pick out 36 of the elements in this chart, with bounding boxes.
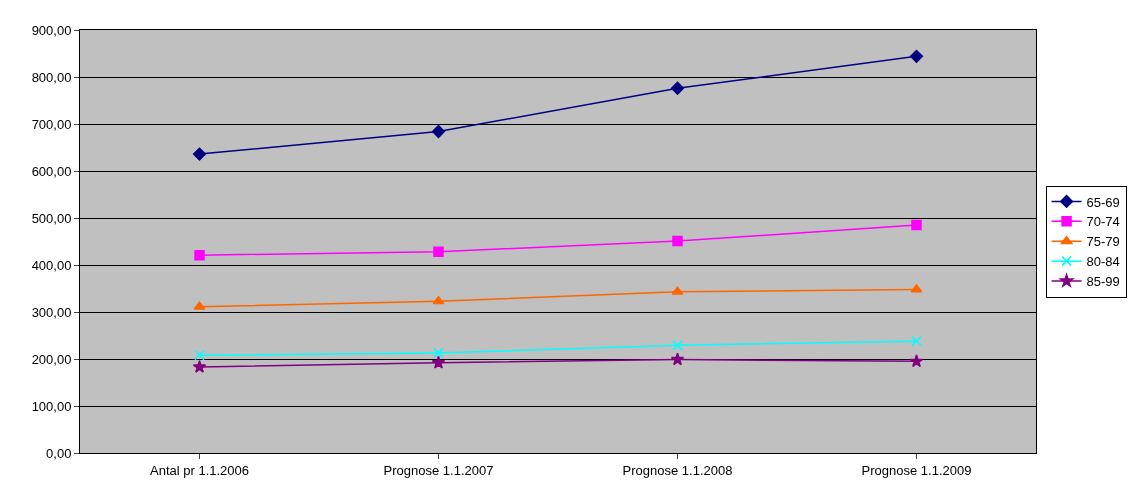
y-tick-label: 500,00 bbox=[31, 210, 72, 226]
point bbox=[432, 295, 445, 305]
point bbox=[194, 249, 205, 261]
point bbox=[911, 335, 922, 347]
legend-label: 80-84 bbox=[1086, 254, 1120, 270]
point bbox=[192, 359, 207, 373]
point bbox=[431, 124, 446, 139]
point bbox=[192, 147, 207, 161]
point bbox=[431, 355, 446, 369]
point bbox=[909, 49, 924, 63]
legend-label: 70-74 bbox=[1086, 214, 1120, 230]
y-tick-label: 800,00 bbox=[31, 69, 72, 85]
point bbox=[194, 349, 205, 361]
y-tick-label: 700,00 bbox=[31, 116, 72, 132]
y-tick-label: 600,00 bbox=[31, 163, 72, 179]
y-tick-label: 200,00 bbox=[31, 351, 72, 367]
point bbox=[672, 235, 683, 247]
y-tick-label: 100,00 bbox=[31, 398, 72, 414]
point bbox=[909, 354, 924, 368]
point bbox=[670, 352, 685, 366]
x-tick-label: Prognose 1.1.2007 bbox=[383, 462, 494, 478]
legend-label: 65-69 bbox=[1086, 194, 1120, 210]
point bbox=[433, 347, 444, 359]
point bbox=[670, 81, 685, 95]
point bbox=[672, 340, 683, 351]
x-tick-label: Antal pr 1.1.2006 bbox=[149, 462, 250, 478]
y-tick-label: 300,00 bbox=[31, 304, 72, 320]
legend-label: 85-99 bbox=[1086, 274, 1120, 290]
y-tick-label: 400,00 bbox=[31, 257, 72, 273]
y-tick-label: 900,00 bbox=[31, 22, 72, 38]
legend-label: 75-79 bbox=[1086, 234, 1120, 250]
x-tick-label: Prognose 1.1.2009 bbox=[861, 462, 972, 478]
point bbox=[433, 246, 444, 258]
x-tick-label: Prognose 1.1.2008 bbox=[622, 462, 733, 478]
y-tick-label: 0,00 bbox=[46, 445, 72, 461]
point bbox=[911, 219, 922, 231]
